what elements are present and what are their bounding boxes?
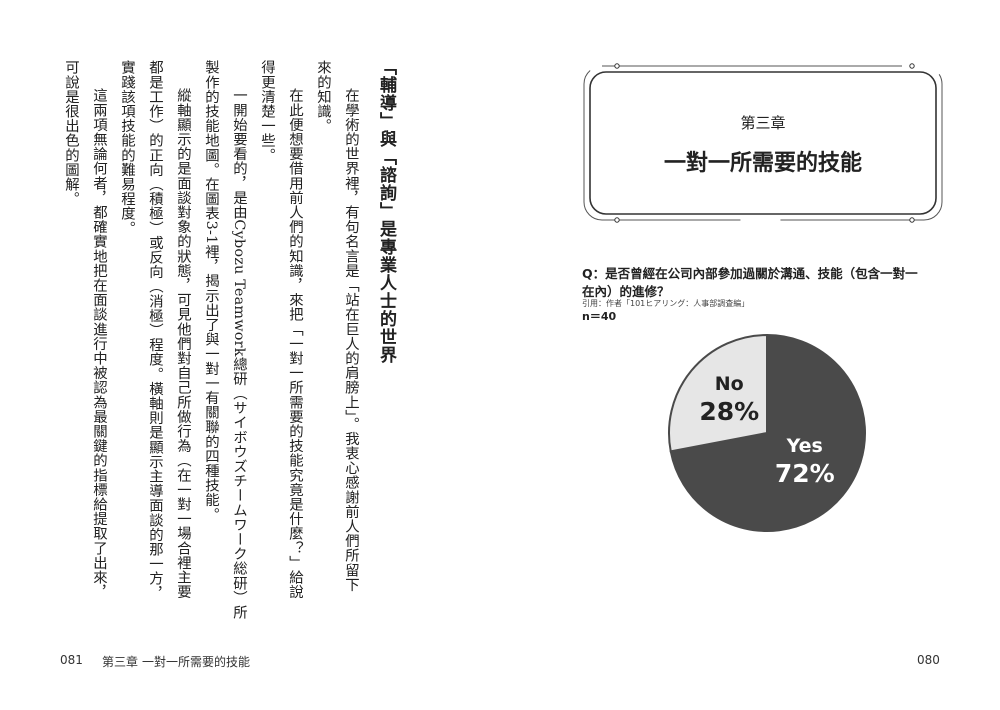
body-line: 製作的技能地圖。在圖表3-1裡，揭示出了與一對一有關聯的四種技能。 xyxy=(203,60,219,522)
slice-value: 28% xyxy=(699,397,759,426)
frame-dot xyxy=(614,217,620,223)
body-line: 一開始要看的，是由Cybozu Teamwork總研（サイボウズチームワーク総研… xyxy=(231,88,247,620)
pie-slice xyxy=(668,333,768,453)
body-line: 可說是很出色的圖解。 xyxy=(63,60,79,206)
frame-accent xyxy=(583,65,943,221)
body-line: 都是工作）的正向（積極）或反向（消極）程度。橫軸則是顯示主導面談的那一方， xyxy=(147,60,163,601)
section-heading: 「輔導」與「諮詢」是專業人士的世界 xyxy=(376,58,396,364)
page-number: 080 xyxy=(917,653,940,667)
body-line: 實踐該項技能的難易程度。 xyxy=(119,60,135,236)
slice-name: Yes xyxy=(786,435,823,457)
body-line: 得更清楚一些。 xyxy=(259,60,275,163)
body-line: 在學術的世界裡，有句名言是「站在巨人的肩膀上」。我衷心感謝前人們所留下 xyxy=(343,88,359,592)
body-line: 來的知識。 xyxy=(315,60,331,133)
body-line: 在此便想要借用前人們的知識，來把「一對一所需要的技能究竟是什麼？」給說 xyxy=(287,88,303,599)
source-note: 引用：作者「101ヒアリング：人事部調査編」 xyxy=(582,299,750,308)
frame-dot xyxy=(909,63,915,69)
chapter-label: 第三章 xyxy=(740,114,785,132)
page-number: 081 xyxy=(60,653,83,667)
slice-value: 72% xyxy=(775,459,835,488)
body-line: 這兩項無論何者，都確實地把在面談進行中被認為最關鍵的指標給提取了出來， xyxy=(91,88,107,599)
running-chapter: 第三章 xyxy=(102,655,139,669)
frame-outer xyxy=(589,71,937,215)
sample-size: n＝40 xyxy=(582,310,617,323)
chapter-title: 一對一所需要的技能 xyxy=(664,150,862,176)
running-title: 一對一所需要的技能 xyxy=(142,655,251,669)
body-line: 縱軸顯示的是面談對象的狀態，可見他們對自己所做行為（在一對一場合裡主要 xyxy=(175,88,191,599)
frame-dot xyxy=(614,63,620,69)
frame-dot xyxy=(909,217,915,223)
survey-question: Q：是否曾經在公司內部參加過關於溝通、技能（包含一對一在內）的進修？ xyxy=(582,266,918,299)
slice-name: No xyxy=(715,373,744,395)
